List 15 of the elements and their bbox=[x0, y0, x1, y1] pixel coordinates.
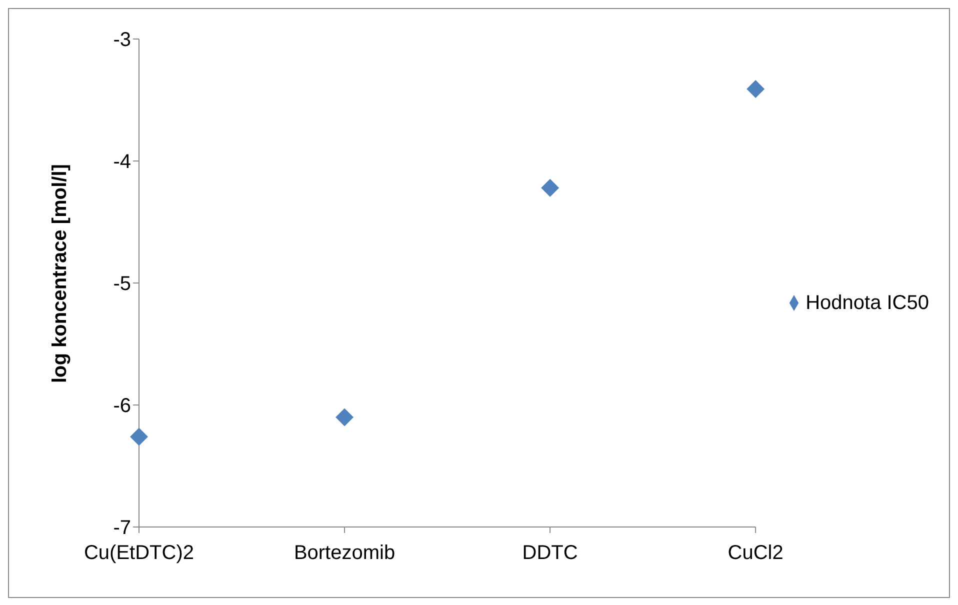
x-tick-label: DDTC bbox=[522, 542, 578, 564]
legend-label: Hodnota IC50 bbox=[806, 292, 929, 314]
y-tick-label: -3 bbox=[113, 29, 131, 52]
x-tick-label: Cu(EtDTC)2 bbox=[84, 542, 194, 564]
x-tick-label: CuCl2 bbox=[728, 542, 784, 564]
point bbox=[541, 178, 560, 197]
y-axis-title: log koncentrace [mol/l] bbox=[49, 164, 72, 383]
point bbox=[746, 80, 765, 98]
y-tick-label: -5 bbox=[113, 273, 131, 296]
point bbox=[130, 428, 148, 446]
point bbox=[336, 408, 354, 426]
y-tick-label: -4 bbox=[113, 151, 131, 174]
y-tick-label: -7 bbox=[113, 517, 131, 540]
x-tick-label: Bortezomib bbox=[294, 542, 396, 564]
y-tick-label: -6 bbox=[113, 395, 131, 418]
